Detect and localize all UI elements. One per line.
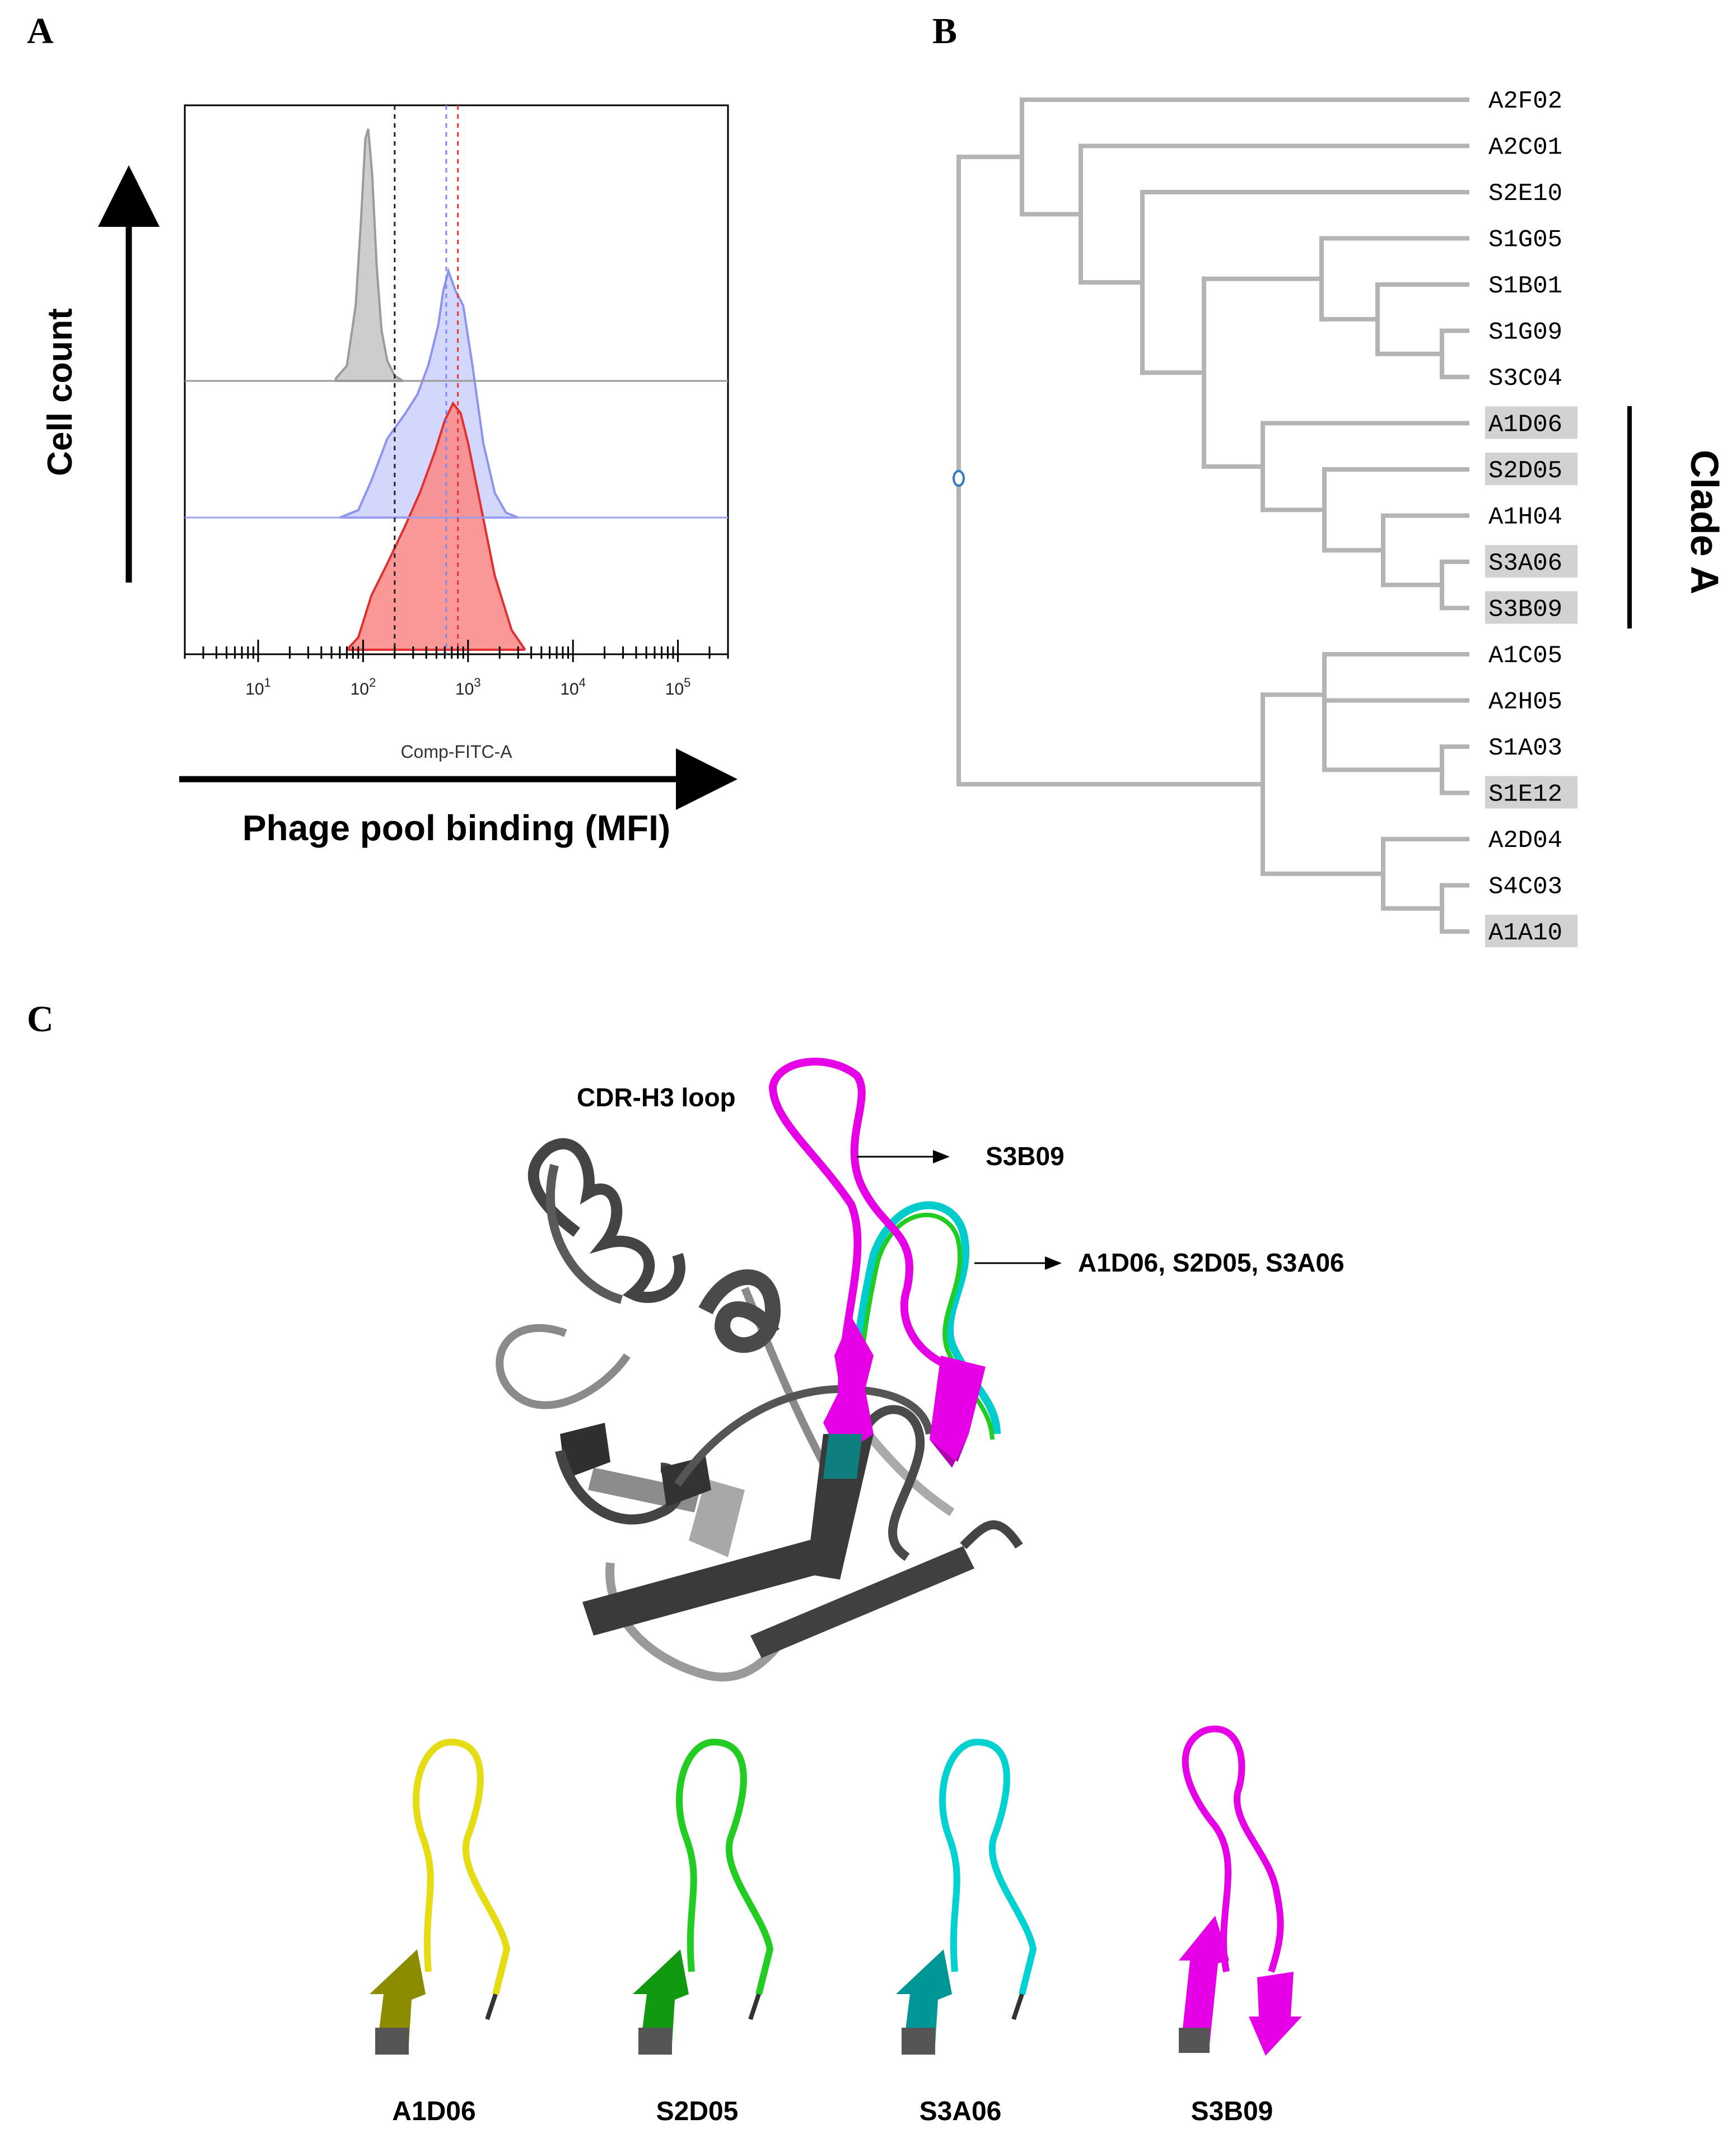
panel-label-c: C (27, 999, 54, 1040)
leaf-highlight (1485, 545, 1577, 578)
leaf-highlight (1485, 453, 1577, 485)
backbone-helix (698, 1269, 781, 1353)
loop-ribbon (939, 1738, 1037, 1995)
leaf-label: S1A03 (1488, 734, 1562, 762)
loop-label: S2D05 (656, 2097, 739, 2126)
leaf-highlight (1485, 776, 1577, 809)
loop-a1d06: A1D06 (370, 1738, 511, 2126)
sheet-arrow-magenta (823, 1316, 874, 1456)
leaf-label: S1G09 (1488, 319, 1562, 347)
sheet-arrow-teal (823, 1434, 862, 1479)
leaf-label: S3B09 (1488, 596, 1562, 624)
leaf-label: A2C01 (1488, 134, 1562, 162)
histogram-series-1 (334, 128, 404, 382)
backbone-loop (545, 1164, 623, 1304)
plot-frame (184, 104, 729, 655)
leaf-label: A1H04 (1488, 504, 1562, 532)
leaf-label: S3C04 (1488, 365, 1562, 393)
histogram-series-3 (346, 401, 526, 651)
loop-variant-magenta (768, 1058, 954, 1435)
tree-panel: A2F02 A2C01 S2E10 S1G05 S1B01 S1G09 S3C04 A1D06… (953, 87, 1726, 947)
leaf-highlight (1485, 915, 1577, 947)
x-tick-label: 103 (455, 676, 481, 699)
x-arrow-label: Phage pool binding (MFI) (242, 808, 670, 848)
panel-label-b: B (932, 11, 958, 52)
backbone-strand (661, 1456, 711, 1507)
x-tick-label: 104 (560, 676, 586, 699)
sheet-arrow-purple (930, 1434, 969, 1468)
leaf-label: A2F02 (1488, 87, 1562, 115)
x-tick-label: 105 (665, 676, 691, 699)
leaf-label: S1E12 (1488, 781, 1562, 809)
loop-s3a06: S3A06 (896, 1738, 1037, 2126)
sheet-arrow (1249, 1972, 1302, 2056)
histogram-series-group (334, 128, 526, 651)
leaf-highlight (1485, 406, 1577, 439)
y-arrow-label: Cell count (41, 308, 80, 476)
sheet-arrow (896, 1949, 952, 2045)
root-node-marker (953, 470, 965, 487)
strand-end (902, 2028, 935, 2055)
panel-label-a: A (27, 11, 54, 52)
sheet-arrow-magenta (930, 1356, 986, 1468)
leaf-label: A1C05 (1488, 642, 1562, 670)
strand-end (375, 2028, 409, 2055)
strand-end (1179, 2028, 1210, 2053)
loop-s3b09: S3B09 (1179, 1725, 1302, 2126)
leaf-label: A2H05 (1488, 688, 1562, 716)
strand-end (1011, 1993, 1024, 2020)
loop-label: S3A06 (919, 2097, 1002, 2126)
callout-label-2: A1D06, S2D05, S3A06 (1078, 1248, 1345, 1277)
sheet-arrow (370, 1949, 426, 2045)
histogram-series-2 (339, 267, 519, 519)
strand-end (485, 1993, 498, 2020)
leaf-label-group: A2F02 A2C01 S2E10 S1G05 S1B01 S1G09 S3C04 A1D06… (1488, 87, 1562, 947)
x-axis-title: Comp-FITC-A (400, 742, 512, 762)
leaf-label: S3A06 (1488, 550, 1562, 578)
callout-label-1: S3B09 (986, 1142, 1065, 1171)
leaf-label: A1D06 (1488, 411, 1562, 439)
loop-ribbon (676, 1738, 774, 1995)
strand-end (638, 2028, 672, 2055)
gate-lines-group (394, 105, 459, 654)
tree-branch-group (956, 97, 1469, 934)
backbone-strand (750, 1546, 974, 1658)
strand-end (748, 1993, 761, 2020)
loop-label: A1D06 (392, 2097, 475, 2126)
backbone-loop (858, 1405, 925, 1561)
clade-label: Clade A (1683, 450, 1726, 594)
backbone-loop (528, 1138, 685, 1303)
backbone-loop (496, 1324, 631, 1409)
loop-ribbon (413, 1738, 511, 1995)
structure-panel: CDR-H3 loop S3B09 A1D06, S2D05, S3A06 A1… (370, 1058, 1345, 2126)
cdr-h3-label: CDR-H3 loop (577, 1083, 736, 1112)
backbone-strand (689, 1479, 745, 1557)
x-tick-label: 102 (351, 676, 376, 699)
leaf-label: A2D04 (1488, 827, 1562, 855)
leaf-highlight (1485, 591, 1577, 624)
loop-ribbon (1182, 1725, 1284, 1973)
sheet-arrow (633, 1949, 689, 2045)
backbone-strand (582, 1535, 840, 1636)
loop-s2d05: S2D05 (633, 1738, 774, 2126)
leaf-label: A1A10 (1488, 919, 1562, 947)
loop-row: A1D06 S2D05 S3A06 S3B09 (370, 1725, 1302, 2126)
loop-label: S3B09 (1191, 2097, 1273, 2126)
leaf-label: S4C03 (1488, 873, 1562, 901)
sheet-arrow (1179, 1916, 1229, 2045)
histogram-panel: 101 102 103 104 105 Comp-FITC-A Cell count P… (41, 104, 738, 848)
leaf-label: S1B01 (1488, 272, 1562, 300)
leaf-label: S2E10 (1488, 180, 1562, 208)
x-tick-label: 101 (245, 676, 271, 699)
x-axis-ticks: 101 102 103 104 105 (184, 640, 729, 699)
leaf-highlight-group (1485, 406, 1577, 947)
protein-cartoon (496, 1058, 1023, 1682)
backbone-strand (560, 1423, 610, 1479)
backbone-loop (674, 1385, 933, 1487)
leaf-label: S2D05 (1488, 457, 1562, 485)
backbone-loop (960, 1520, 1023, 1549)
leaf-label: S1G05 (1488, 226, 1562, 254)
